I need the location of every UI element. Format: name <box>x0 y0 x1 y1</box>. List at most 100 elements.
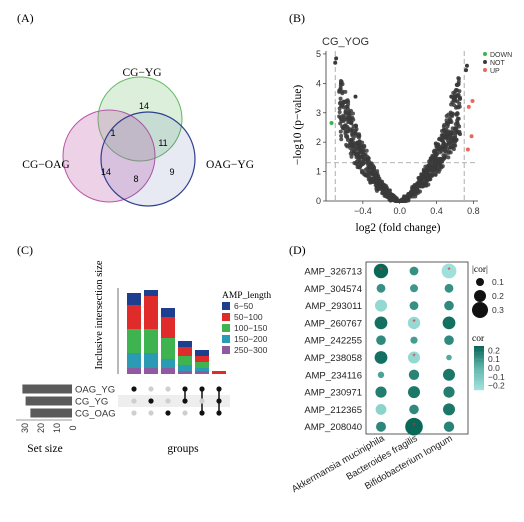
bubble-point <box>444 335 454 346</box>
upset-bar-segment <box>212 371 226 374</box>
upset-matrix-dot-inactive <box>199 398 205 404</box>
upset-set-label: CG_YG <box>75 397 108 408</box>
volcano-point-not <box>340 89 345 94</box>
upset-matrix-dot-active <box>199 410 205 416</box>
volcano-point-up <box>465 147 470 152</box>
volcano-point-not <box>431 149 436 154</box>
upset-legend-swatch <box>222 346 230 354</box>
upset-legend-title: AMP_length <box>222 291 271 301</box>
upset-x-label: groups <box>167 443 199 455</box>
volcano-point-not <box>456 116 461 121</box>
volcano-point-not <box>464 63 469 68</box>
volcano-legend-label: DOWN <box>490 52 512 59</box>
bubble-size-legend-title: |cor| <box>472 265 488 275</box>
volcano-point-not <box>354 141 359 146</box>
volcano-point-not <box>429 168 434 173</box>
bubble-color-legend-step <box>474 370 484 373</box>
upset-set-size-bar <box>30 408 72 418</box>
volcano-point-not <box>356 146 361 151</box>
bubble-color-legend-step <box>474 363 484 366</box>
bubble-row-label: AMP_304574 <box>304 284 362 295</box>
volcano-point-not <box>444 142 449 147</box>
volcano-point-not <box>387 197 392 202</box>
upset-bar-segment <box>161 368 175 374</box>
upset-bar-segment <box>127 293 141 305</box>
bubble-significance-mark: * <box>412 318 415 327</box>
upset-bar-segment <box>144 353 158 368</box>
bubble-point <box>409 301 419 310</box>
volcano-threshold-lines <box>326 51 478 201</box>
volcano-point-not <box>437 136 442 141</box>
bubble-color-legend-title: cor <box>472 334 485 344</box>
volcano-y-tick-label: 0 <box>316 196 321 206</box>
volcano-point-not <box>447 129 452 134</box>
bubble-point <box>374 351 388 364</box>
upset-bar-segment <box>161 308 175 317</box>
bubble-row-label: AMP_293011 <box>305 301 362 312</box>
volcano-y-label: −log10 (p−value) <box>292 85 304 166</box>
volcano-legend-label: NOT <box>490 60 506 67</box>
volcano-point-not <box>375 174 380 179</box>
upset-bar-segment <box>161 359 175 368</box>
upset-bar-segment <box>144 296 158 329</box>
bubble-significance-mark: * <box>447 266 450 275</box>
volcano-point-not <box>436 161 441 166</box>
upset-matrix-dot-inactive <box>182 410 188 416</box>
volcano-point-not <box>337 114 342 119</box>
volcano-point-not <box>342 117 347 122</box>
upset-legend-label: 150−200 <box>234 334 268 344</box>
venn-set-label-oag-yg: OAG−YG <box>206 159 254 171</box>
upset-legend-swatch <box>222 302 230 310</box>
volcano-point-up <box>469 134 474 139</box>
panel-label-d: (D) <box>289 243 306 257</box>
bubble-row-label: AMP_208040 <box>304 422 362 433</box>
volcano-point-not <box>349 137 354 142</box>
volcano-point-not <box>360 170 365 175</box>
volcano-point-not <box>354 127 359 132</box>
upset-legend: AMP_length 6−5050−100100−150150−200250−3… <box>222 291 271 355</box>
volcano-point-not <box>365 160 370 165</box>
venn-count-cg-oag-only: 14 <box>101 167 111 177</box>
volcano-point-not <box>453 89 458 94</box>
panel-label-a: (A) <box>17 11 34 25</box>
bubble-size-legend-marker <box>474 290 486 302</box>
bubble-color-legend-step <box>474 387 484 391</box>
upset-bar-segment <box>195 350 209 356</box>
volcano-point-not <box>441 124 446 129</box>
volcano-point-not <box>447 116 452 121</box>
upset-matrix-dot-inactive <box>148 386 154 392</box>
upset-matrix-dot-active <box>216 386 222 392</box>
volcano-point-not <box>453 95 458 100</box>
bubble-point <box>375 404 387 415</box>
bubble-point <box>409 266 419 276</box>
volcano-x-label: log2 (fold change) <box>356 222 441 234</box>
upset-matrix-dot-active <box>165 410 171 416</box>
volcano-point-not <box>411 189 416 194</box>
bubble-color-legend-step <box>474 348 484 351</box>
volcano-point-not <box>455 120 460 125</box>
upset-bar-segment <box>178 365 192 371</box>
bubble-color-legend-step <box>474 365 484 369</box>
volcano-point-not <box>359 162 364 167</box>
volcano-point-up <box>466 104 471 109</box>
volcano-point-not <box>402 197 407 202</box>
bubble-point <box>441 263 457 279</box>
upset-bar-segment <box>161 317 175 338</box>
upset-bar-segment <box>144 329 158 353</box>
upset-set-size-tick-label: 30 <box>20 423 30 433</box>
upset-matrix-dot-active <box>182 386 188 392</box>
volcano-point-not <box>346 116 351 121</box>
volcano-point-not <box>337 110 342 115</box>
bubble-significance-mark: * <box>412 353 415 362</box>
bubble-point <box>375 299 387 312</box>
volcano-point-not <box>434 167 439 172</box>
bubble-grid: AMP_326713 * * AMP_304574 AMP_293011 AMP_2607… <box>290 263 457 495</box>
bubble-point <box>408 369 420 380</box>
volcano-point-not <box>433 172 438 177</box>
bubble-color-legend-step <box>474 346 484 349</box>
bubble-color-legend-step <box>474 352 484 355</box>
upset-legend-swatch <box>222 335 230 343</box>
bubble-point <box>376 421 386 432</box>
volcano-point-not <box>416 179 421 184</box>
volcano-point-not <box>369 164 374 169</box>
